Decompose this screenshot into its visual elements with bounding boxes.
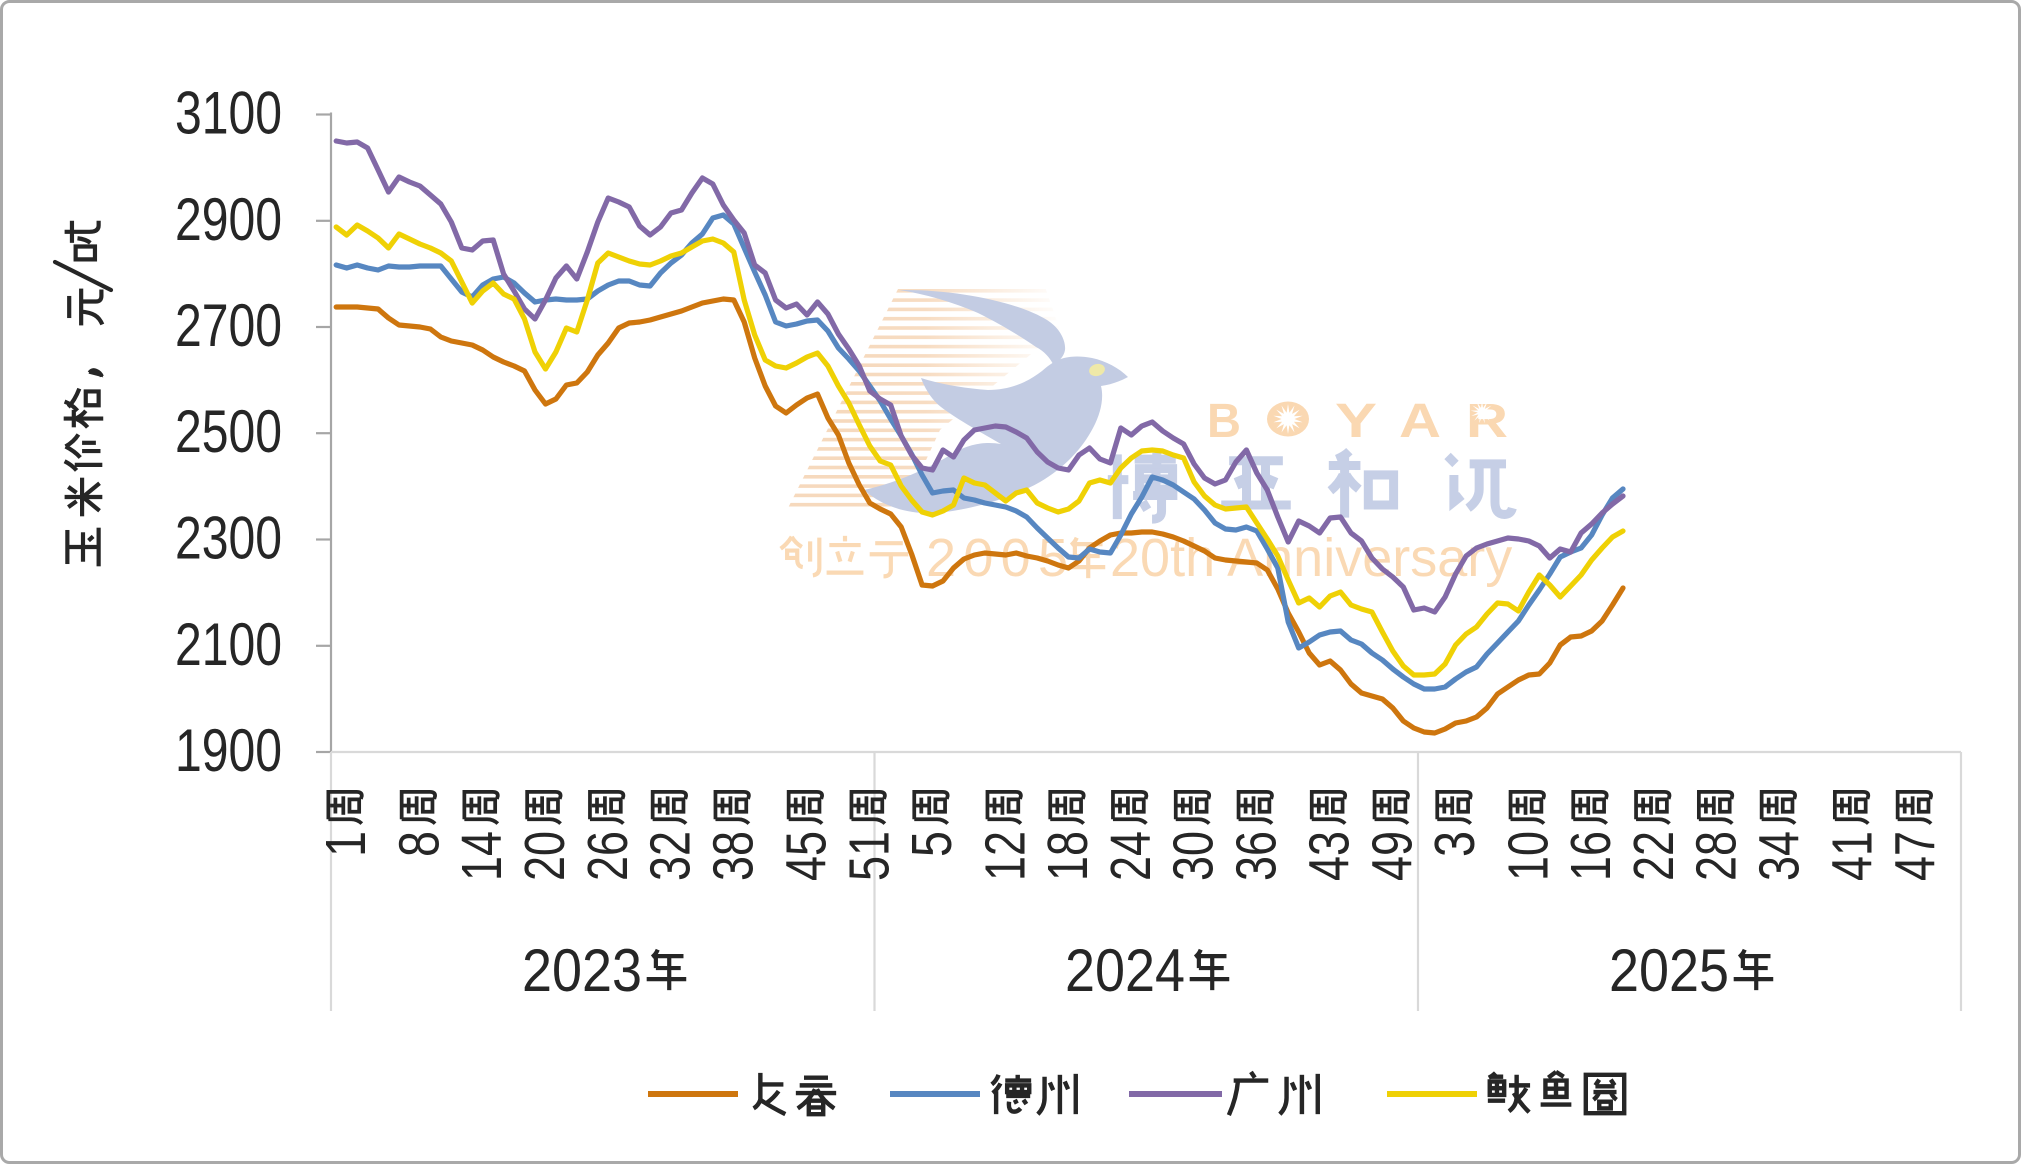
svg-text:2700: 2700	[175, 292, 282, 359]
svg-text:45: 45	[775, 831, 839, 881]
svg-text:41: 41	[1821, 831, 1885, 881]
svg-text:32: 32	[639, 831, 703, 881]
svg-text:2500: 2500	[175, 398, 282, 465]
svg-text:1: 1	[314, 831, 378, 857]
svg-text:B: B	[1207, 395, 1241, 448]
svg-text:22: 22	[1622, 831, 1686, 881]
svg-text:20: 20	[513, 831, 577, 881]
svg-text:2025: 2025	[1609, 937, 1729, 1004]
svg-text:2900: 2900	[175, 186, 282, 253]
svg-text:28: 28	[1685, 831, 1749, 881]
svg-text:24: 24	[1099, 831, 1163, 881]
svg-text:2100: 2100	[175, 611, 282, 678]
svg-text:14: 14	[450, 831, 514, 881]
svg-text:51: 51	[837, 831, 901, 881]
svg-text:10: 10	[1496, 831, 1560, 881]
svg-text:2300: 2300	[175, 505, 282, 572]
svg-text:34: 34	[1748, 831, 1812, 881]
svg-text:Y: Y	[1335, 395, 1377, 448]
svg-text:43: 43	[1298, 831, 1362, 881]
svg-text:26: 26	[576, 831, 640, 881]
svg-text:5: 5	[900, 831, 964, 857]
svg-text:1900: 1900	[175, 717, 282, 784]
svg-text:38: 38	[701, 831, 765, 881]
svg-text:2024: 2024	[1065, 937, 1185, 1004]
svg-text:12: 12	[973, 831, 1037, 881]
svg-text:R: R	[1466, 395, 1508, 448]
svg-text:47: 47	[1884, 831, 1948, 881]
svg-text:A: A	[1399, 395, 1441, 448]
svg-text:18: 18	[1036, 831, 1100, 881]
svg-text:3100: 3100	[175, 80, 282, 147]
svg-text:36: 36	[1224, 831, 1288, 881]
svg-text:2023: 2023	[522, 937, 642, 1004]
svg-text:8: 8	[388, 831, 452, 857]
svg-text:30: 30	[1162, 831, 1226, 881]
svg-text:16: 16	[1559, 831, 1623, 881]
svg-text:3: 3	[1423, 831, 1487, 857]
svg-text:49: 49	[1360, 831, 1424, 881]
